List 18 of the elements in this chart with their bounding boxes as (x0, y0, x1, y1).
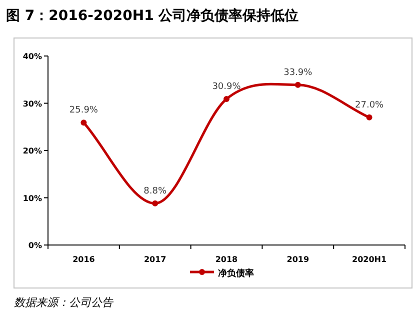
title: 图 7：2016-2020H1 公司净负债率保持低位 (6, 8, 299, 24)
y-tick-label: 0% (28, 241, 42, 250)
y-tick-label: 30% (22, 99, 42, 108)
legend-label: 净负债率 (218, 268, 254, 279)
x-tick-label: 2018 (215, 255, 238, 264)
y-tick-label: 20% (22, 146, 42, 156)
x-tick-label: 2017 (144, 255, 166, 264)
x-tick-label: 2020H1 (352, 255, 387, 264)
x-tick-label: 2016 (72, 255, 96, 264)
source-note: 数据来源：公司公告 (14, 296, 114, 309)
data-label: 8.8% (144, 186, 167, 196)
data-label: 25.9% (69, 106, 98, 116)
x-tick-label: 2019 (286, 255, 310, 264)
data-label: 27.0% (355, 100, 384, 110)
y-tick-label: 10% (22, 194, 42, 203)
y-tick-label: 40% (22, 52, 42, 61)
data-label: 33.9% (284, 68, 313, 78)
data-label: 30.9% (212, 82, 242, 92)
